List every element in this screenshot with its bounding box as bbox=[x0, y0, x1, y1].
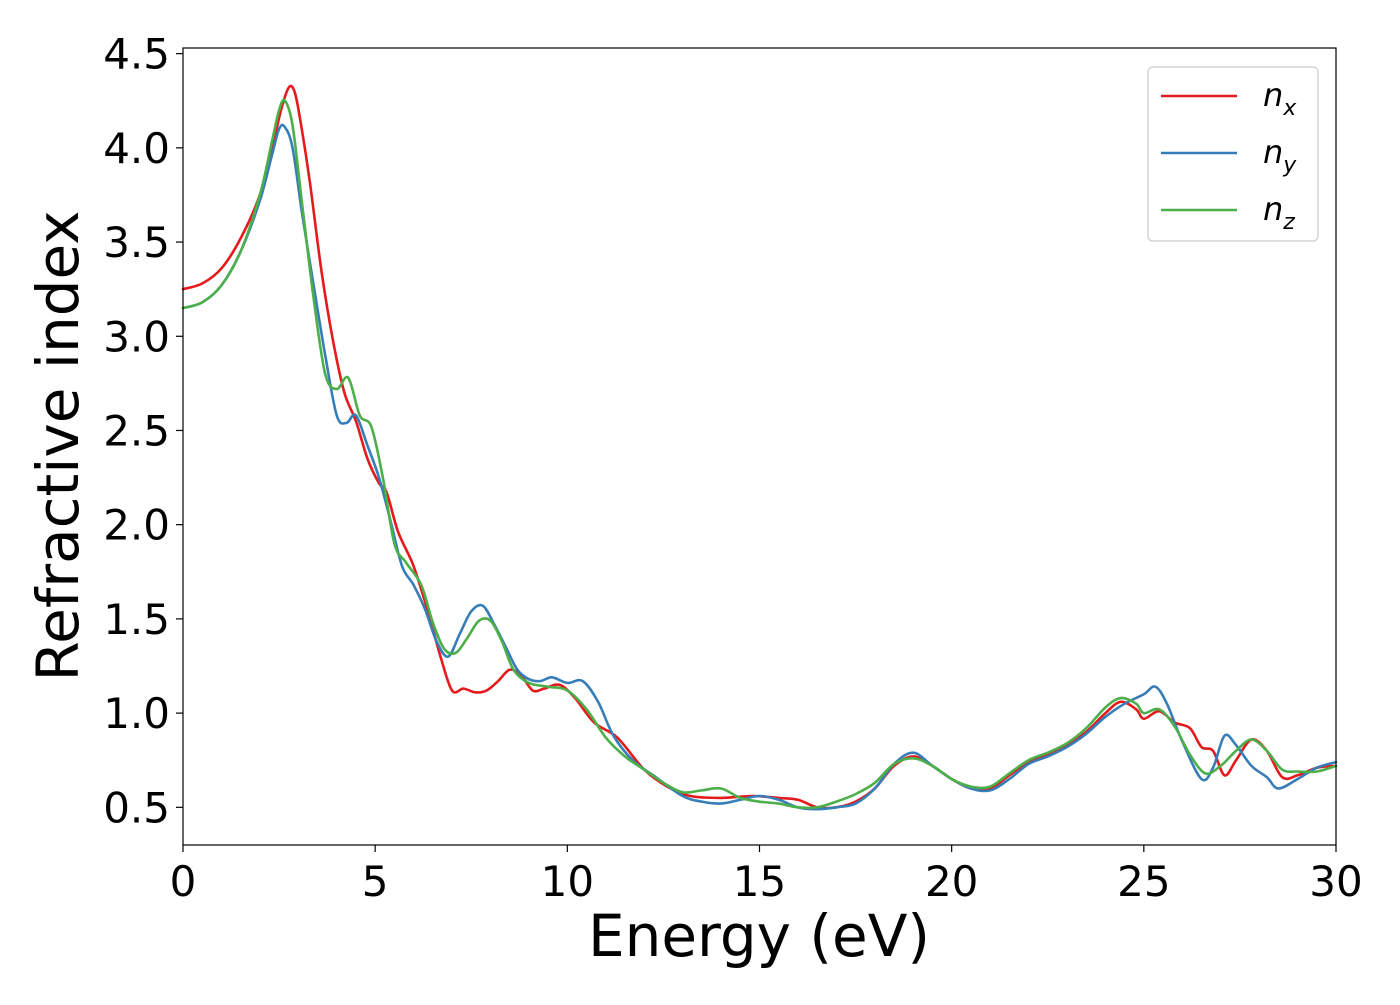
y-axis-title: Refractive index bbox=[24, 210, 92, 681]
x-axis-title: Energy (eV) bbox=[588, 902, 930, 970]
y-tick-label: 4.5 bbox=[103, 30, 170, 79]
x-tick-label: 0 bbox=[170, 857, 197, 906]
legend-subscript-x: x bbox=[1282, 96, 1297, 121]
y-tick-label: 1.5 bbox=[103, 595, 170, 644]
legend-subscript-y: y bbox=[1282, 153, 1297, 178]
y-axis: 0.5 1.0 1.5 2.0 2.5 3.0 3.5 4.0 4.5 bbox=[103, 30, 183, 832]
x-tick-label: 30 bbox=[1309, 857, 1362, 906]
series-layer bbox=[181, 84, 1338, 811]
x-tick-label: 20 bbox=[925, 857, 978, 906]
y-tick-label: 0.5 bbox=[103, 783, 170, 832]
legend-label-y: ny bbox=[1263, 133, 1297, 178]
y-tick-label: 1.0 bbox=[103, 689, 170, 738]
x-tick-label: 25 bbox=[1117, 857, 1170, 906]
y-tick-label: 2.5 bbox=[103, 406, 170, 455]
series-line-z bbox=[181, 98, 1338, 810]
legend-subscript-z: z bbox=[1282, 210, 1295, 235]
y-tick-label: 3.0 bbox=[103, 312, 170, 361]
y-tick-label: 2.0 bbox=[103, 501, 170, 550]
x-tick-label: 15 bbox=[733, 857, 786, 906]
y-tick-label: 4.0 bbox=[103, 124, 170, 173]
x-tick-label: 5 bbox=[362, 857, 389, 906]
y-tick-label: 3.5 bbox=[103, 218, 170, 267]
x-axis: 0 5 10 15 20 25 30 bbox=[170, 845, 1363, 906]
x-tick-label: 10 bbox=[541, 857, 594, 906]
